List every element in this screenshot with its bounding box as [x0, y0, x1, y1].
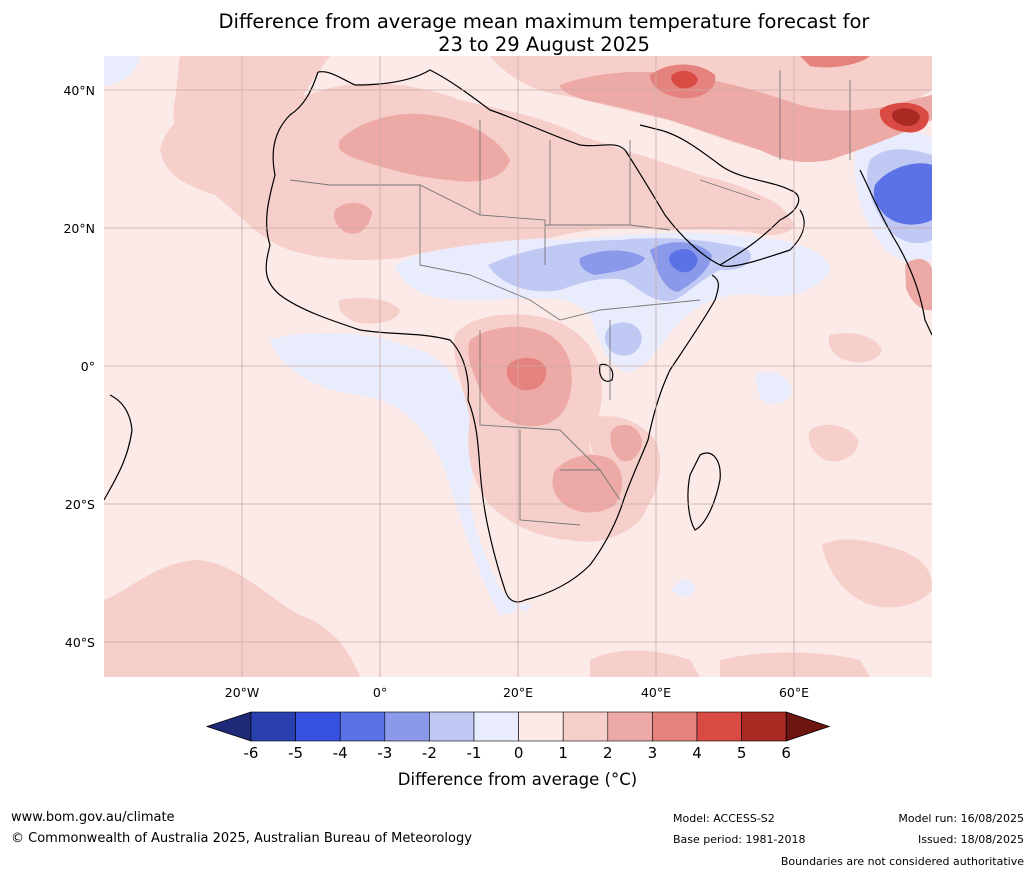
footer-copyright: © Commonwealth of Australia 2025, Austra… — [11, 831, 472, 846]
country-borders — [289, 70, 851, 526]
footer-model-run: Model run: 16/08/2025 — [898, 812, 1024, 825]
colorbar-tick-label: 0 — [513, 744, 524, 762]
anomaly-region-warm-guinea — [338, 297, 400, 324]
lon-label-20e: 20°E — [502, 685, 534, 700]
colorbar-extend-low — [205, 711, 252, 742]
colorbar-tick-label: 2 — [603, 744, 613, 762]
colorbar-box — [518, 711, 564, 742]
colorbar-box — [562, 711, 609, 742]
footer-issued: Issued: 18/08/2025 — [917, 833, 1024, 846]
coastlines — [104, 69, 932, 603]
colorbar-box — [384, 711, 430, 742]
colorbar-box — [741, 711, 787, 742]
anomaly-region-cool-lakes — [604, 322, 642, 356]
footer-website: www.bom.gov.au/climate — [11, 810, 175, 825]
anomaly-region-warm-moz — [552, 424, 642, 513]
footer-model: Model: ACCESS-S2 — [673, 812, 775, 825]
anomaly-region-cool-atlantic — [270, 333, 531, 615]
colorbar-box — [696, 711, 742, 742]
anomaly-region-cool-natl — [104, 56, 140, 86]
lat-label-20n: 20°N — [63, 221, 95, 236]
colorbar-box — [250, 711, 296, 742]
graticule — [104, 56, 932, 677]
anomaly-region-warm-india — [905, 258, 932, 311]
colorbar-tick-label: 4 — [692, 744, 702, 762]
footer-base-period: Base period: 1981-2018 — [673, 833, 806, 846]
lon-label-60e: 60°E — [778, 685, 810, 700]
lat-label-40n: 40°N — [63, 83, 95, 98]
anomaly-region-warm-arabia — [660, 173, 792, 231]
colorbar-tick-label: 5 — [736, 744, 747, 762]
colorbar-tick-label: 1 — [558, 744, 568, 762]
colorbar-box — [473, 711, 519, 742]
anomaly-region-warm-eafr — [588, 416, 661, 511]
anomaly-region-cool-sw — [672, 372, 792, 597]
colorbar-box — [429, 711, 475, 742]
colorbar-box — [607, 711, 653, 742]
colorbar-box — [652, 711, 698, 742]
anomaly-region-warm-algeria — [338, 113, 510, 182]
footer-disclaimer: Boundaries are not considered authoritat… — [780, 855, 1024, 868]
lon-label-20w: 20°W — [224, 685, 260, 700]
colorbar-tick-label: -5 — [288, 744, 304, 762]
anomaly-region-cool-india-3 — [873, 163, 932, 225]
lon-label-0: 0° — [372, 685, 388, 700]
colorbar-tick-label: 3 — [647, 744, 658, 762]
colorbar-box — [295, 711, 341, 742]
map-title-line2: 23 to 29 August 2025 — [438, 33, 650, 56]
anomaly-region-warm-pakistan-core — [892, 108, 920, 126]
lat-label-40s: 40°S — [64, 635, 95, 650]
anomaly-region-warm-turkey-core — [671, 70, 698, 89]
colorbar-tick-label: -6 — [243, 744, 259, 762]
anomaly-region-warm-southatl — [104, 560, 360, 677]
map-title-line1: Difference from average mean maximum tem… — [218, 10, 870, 33]
lat-label-0: 0° — [80, 359, 95, 374]
anomaly-region-warm-mali — [334, 202, 372, 234]
colorbar-label: Difference from average (°C) — [397, 770, 638, 789]
colorbar-box — [339, 711, 386, 742]
anomaly-region-warm-nwafrica — [173, 56, 330, 150]
colorbar-tick-label: 6 — [781, 744, 791, 762]
anomaly-region-warm-med — [560, 71, 932, 162]
lon-label-40e: 40°E — [640, 685, 672, 700]
anomaly-region-cool-yemen — [669, 248, 698, 273]
anomaly-region-warm-turkey — [650, 56, 870, 99]
colorbar-tick-label: -4 — [332, 744, 348, 762]
colorbar-tick-label: -3 — [377, 744, 393, 762]
lat-label-20s: 20°S — [64, 497, 95, 512]
colorbar-tick-label: -1 — [466, 744, 482, 762]
colorbar-tick-label: -2 — [421, 744, 437, 762]
colorbar-extend-high — [785, 711, 831, 742]
